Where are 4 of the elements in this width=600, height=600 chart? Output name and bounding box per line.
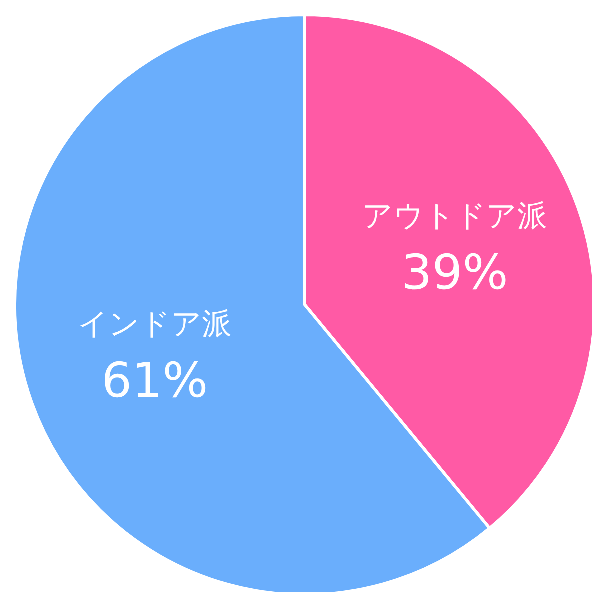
data-label: 39% bbox=[402, 244, 508, 301]
slice-label: インドア派 bbox=[78, 307, 232, 342]
data-label: 61% bbox=[102, 353, 208, 410]
slice-label: アウトドア派 bbox=[362, 198, 548, 234]
